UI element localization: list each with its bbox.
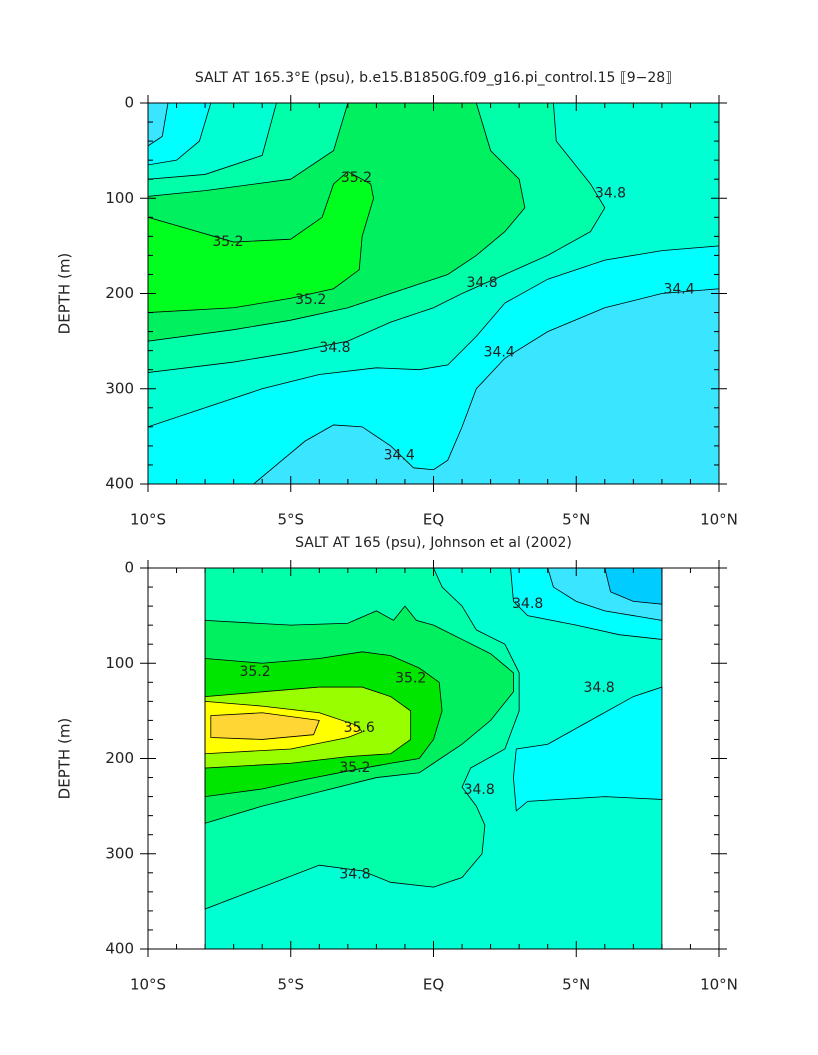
contour-label: 34.8 [319, 340, 350, 356]
contour-label: 34.8 [512, 596, 543, 612]
x-tick-label: 10°N [700, 511, 738, 529]
contour-label: 34.8 [584, 680, 615, 696]
x-tick-label: 5°N [562, 976, 590, 994]
contour-label: 34.8 [464, 782, 495, 798]
y-tick-label: 300 [105, 844, 134, 862]
contour-label: 35.6 [344, 720, 375, 736]
y-tick-label: 400 [105, 940, 134, 958]
contour-label: 34.8 [595, 185, 626, 201]
contour-label: 34.4 [663, 282, 694, 298]
x-tick-label: 10°S [130, 511, 166, 529]
contour-label: 34.8 [339, 867, 370, 883]
x-tick-label: 5°S [277, 511, 304, 529]
contour-label: 35.2 [212, 234, 243, 250]
y-tick-label: 300 [105, 379, 134, 397]
contour-region [513, 686, 663, 812]
y-axis-label: DEPTH (m) [56, 253, 74, 335]
contour-region [210, 712, 320, 740]
y-tick-label: 100 [105, 189, 134, 207]
contour-label: 35.2 [341, 170, 372, 186]
x-tick-label: EQ [423, 976, 444, 994]
y-tick-label: 200 [105, 749, 134, 767]
x-tick-label: 10°S [130, 976, 166, 994]
x-tick-label: 5°S [277, 976, 304, 994]
contour-label: 34.8 [466, 275, 497, 291]
contour-label: 35.2 [239, 664, 270, 680]
y-tick-label: 0 [124, 559, 134, 577]
contour-label: 34.4 [484, 345, 515, 361]
contour-label: 35.2 [395, 670, 426, 686]
chart-title: SALT AT 165.3°E (psu), b.e15.B1850G.f09_… [195, 70, 672, 86]
chart-title: SALT AT 165 (psu), Johnson et al (2002) [295, 535, 572, 551]
x-tick-label: 10°N [700, 976, 738, 994]
x-tick-label: EQ [423, 511, 444, 529]
y-tick-label: 200 [105, 284, 134, 302]
contour-label: 35.2 [295, 292, 326, 308]
y-tick-label: 0 [124, 94, 134, 112]
y-tick-label: 100 [105, 654, 134, 672]
contour-label: 34.4 [384, 447, 415, 463]
contour-region [147, 171, 374, 313]
contour-label: 35.2 [339, 760, 370, 776]
x-tick-label: 5°N [562, 511, 590, 529]
y-axis-label: DEPTH (m) [56, 718, 74, 800]
y-tick-label: 400 [105, 475, 134, 493]
